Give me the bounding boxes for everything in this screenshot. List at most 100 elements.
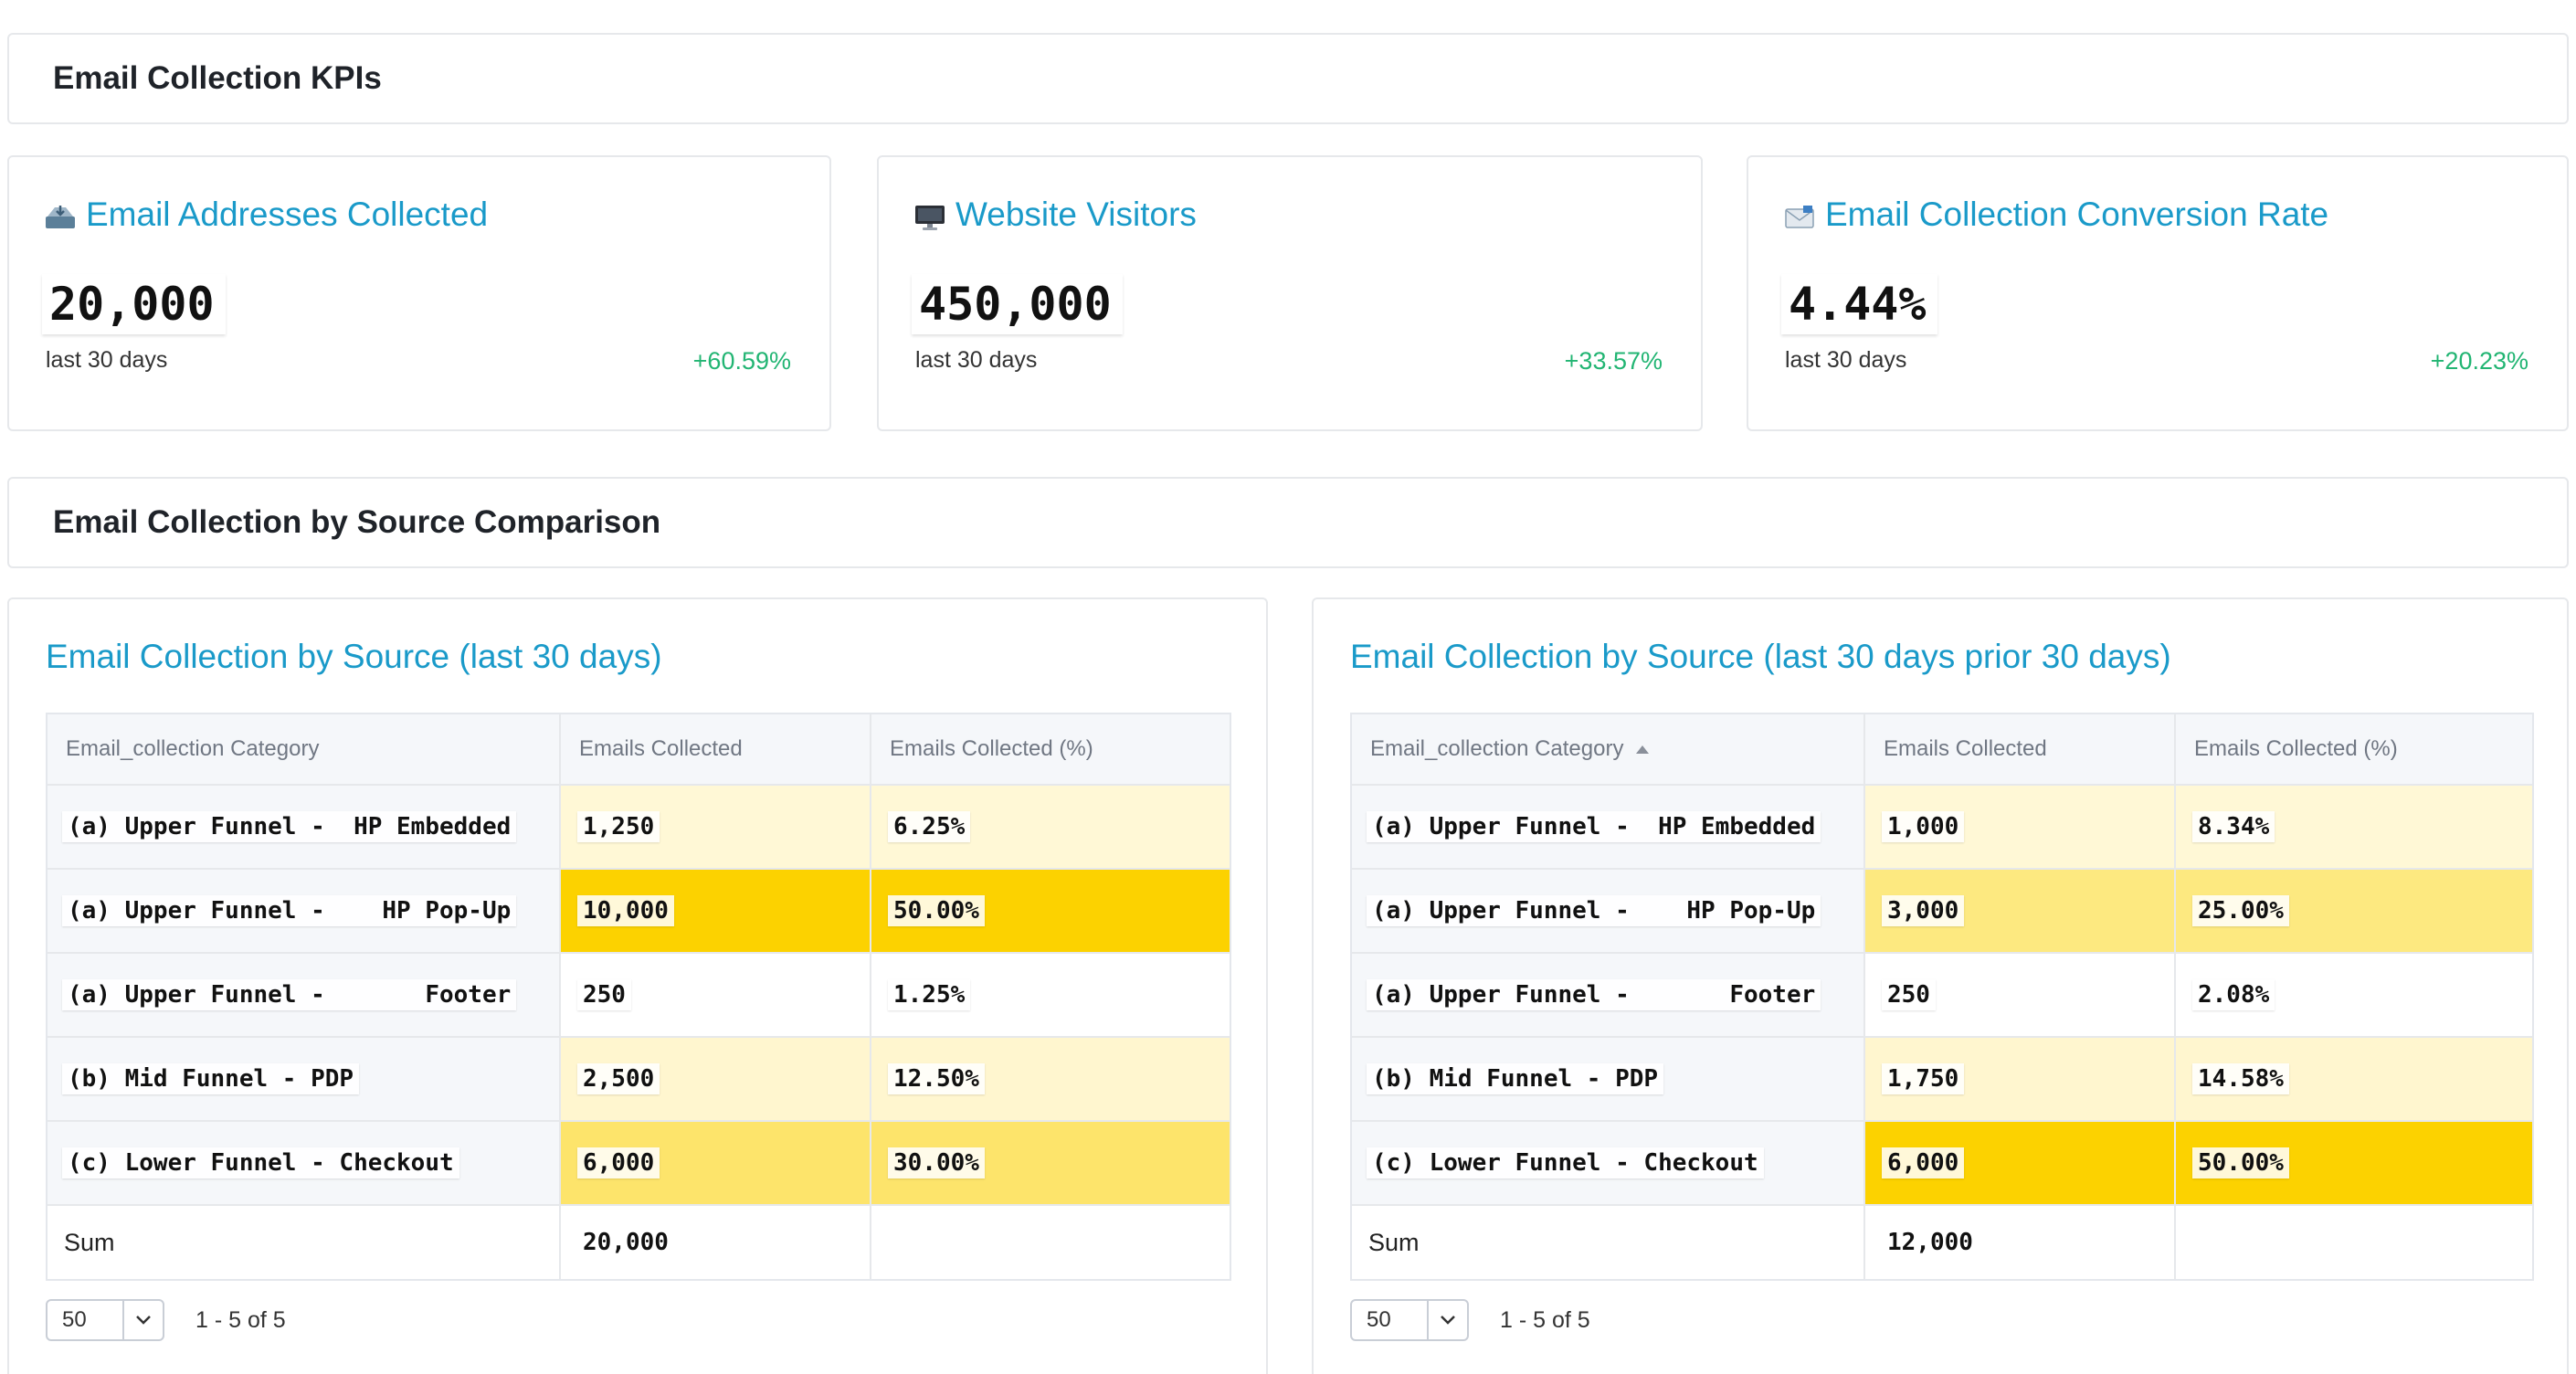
kpi-card-conversion-rate: Email Collection Conversion Rate 4.44% l… xyxy=(1747,155,2569,431)
kpi-section-header: Email Collection KPIs xyxy=(7,33,2569,124)
column-header-category[interactable]: Email_collection Category xyxy=(1352,714,1865,784)
percent-cell: 14.58% xyxy=(2176,1038,2532,1120)
column-header-percent[interactable]: Emails Collected (%) xyxy=(2176,714,2532,784)
percent-value: 1.25% xyxy=(888,979,971,1010)
sort-ascending-icon[interactable] xyxy=(1636,745,1650,754)
page-size-select[interactable]: 50 xyxy=(1350,1299,1469,1341)
count-value: 1,000 xyxy=(1882,811,1965,842)
table-row: (c) Lower Funnel - Checkout 6,000 50.00% xyxy=(1352,1122,2532,1206)
kpi-card-website-visitors: Website Visitors 450,000 last 30 days +3… xyxy=(877,155,1703,431)
column-header-percent[interactable]: Emails Collected (%) xyxy=(871,714,1230,784)
source-table: Email_collection Category Emails Collect… xyxy=(46,713,1231,1281)
envelope-icon xyxy=(1783,201,1816,228)
pagination: 50 1 - 5 of 5 xyxy=(1350,1299,1590,1341)
percent-cell: 6.25% xyxy=(871,786,1230,868)
category-cell: (b) Mid Funnel - PDP xyxy=(48,1038,561,1120)
kpi-period: last 30 days xyxy=(915,347,1038,373)
count-cell: 6,000 xyxy=(561,1122,871,1204)
percent-value: 12.50% xyxy=(888,1063,985,1094)
category-cell: (a) Upper Funnel - HP Pop-Up xyxy=(1352,870,1865,952)
table-title[interactable]: Email Collection by Source (last 30 days… xyxy=(1350,638,2171,675)
table-row: (a) Upper Funnel - HP Embedded 1,000 8.34% xyxy=(1352,786,2532,870)
sum-label: Sum xyxy=(1368,1228,1420,1256)
percent-value: 8.34% xyxy=(2192,811,2275,842)
count-value: 250 xyxy=(577,979,631,1010)
count-value: 250 xyxy=(1882,979,1936,1010)
count-value: 10,000 xyxy=(577,895,674,926)
count-cell: 2,500 xyxy=(561,1038,871,1120)
category-value: (c) Lower Funnel - Checkout xyxy=(62,1147,459,1178)
sum-label: Sum xyxy=(64,1228,115,1256)
kpi-value: 450,000 xyxy=(912,274,1123,334)
table-sum-row: Sum 20,000 xyxy=(48,1206,1230,1279)
category-value: (a) Upper Funnel - HP Pop-Up xyxy=(62,895,517,926)
category-value: (c) Lower Funnel - Checkout xyxy=(1367,1147,1764,1178)
source-table-panel-prior: Email Collection by Source (last 30 days… xyxy=(1312,597,2569,1374)
table-row: (a) Upper Funnel - HP Embedded 1,250 6.25% xyxy=(48,786,1230,870)
column-header-category[interactable]: Email_collection Category xyxy=(48,714,561,784)
chevron-down-icon[interactable] xyxy=(122,1301,163,1339)
percent-value: 2.08% xyxy=(2192,979,2275,1010)
percent-value: 30.00% xyxy=(888,1147,985,1178)
category-cell: (a) Upper Funnel - Footer xyxy=(48,954,561,1036)
page-size-value: 50 xyxy=(62,1307,87,1332)
kpi-period: last 30 days xyxy=(1785,347,1907,373)
count-value: 6,000 xyxy=(577,1147,660,1178)
category-cell: (c) Lower Funnel - Checkout xyxy=(1352,1122,1865,1204)
sum-percent-cell xyxy=(2176,1206,2532,1279)
column-header-count[interactable]: Emails Collected xyxy=(561,714,871,784)
column-header-count[interactable]: Emails Collected xyxy=(1865,714,2176,784)
category-value: (a) Upper Funnel - HP Pop-Up xyxy=(1367,895,1821,926)
page-size-value: 50 xyxy=(1367,1307,1391,1332)
category-value: (a) Upper Funnel - Footer xyxy=(1367,979,1821,1010)
kpi-title[interactable]: Email Addresses Collected xyxy=(44,196,488,234)
table-header-row: Email_collection Category Emails Collect… xyxy=(48,714,1230,786)
count-cell: 10,000 xyxy=(561,870,871,952)
table-title[interactable]: Email Collection by Source (last 30 days… xyxy=(46,638,662,675)
count-value: 2,500 xyxy=(577,1063,660,1094)
comparison-section-header: Email Collection by Source Comparison xyxy=(7,477,2569,568)
pagination-range: 1 - 5 of 5 xyxy=(1500,1306,1590,1333)
sum-value-cell: 20,000 xyxy=(561,1206,871,1279)
table-header-row: Email_collection Category Emails Collect… xyxy=(1352,714,2532,786)
kpi-value: 4.44% xyxy=(1781,274,1937,334)
count-cell: 250 xyxy=(561,954,871,1036)
sum-label-cell: Sum xyxy=(1352,1206,1865,1279)
count-cell: 1,250 xyxy=(561,786,871,868)
kpi-period: last 30 days xyxy=(46,347,168,373)
kpi-delta: +20.23% xyxy=(2430,347,2528,375)
source-table-panel-current: Email Collection by Source (last 30 days… xyxy=(7,597,1268,1374)
kpi-title[interactable]: Email Collection Conversion Rate xyxy=(1783,196,2328,234)
kpi-value: 20,000 xyxy=(42,274,226,334)
category-cell: (a) Upper Funnel - HP Pop-Up xyxy=(48,870,561,952)
sum-value: 20,000 xyxy=(577,1227,674,1258)
comparison-section-title: Email Collection by Source Comparison xyxy=(53,504,661,540)
count-value: 1,250 xyxy=(577,811,660,842)
page-size-select[interactable]: 50 xyxy=(46,1299,164,1341)
percent-value: 6.25% xyxy=(888,811,971,842)
percent-cell: 50.00% xyxy=(2176,1122,2532,1204)
table-row: (c) Lower Funnel - Checkout 6,000 30.00% xyxy=(48,1122,1230,1206)
kpi-title-text: Email Addresses Collected xyxy=(86,196,489,233)
count-cell: 3,000 xyxy=(1865,870,2176,952)
category-value: (a) Upper Funnel - Footer xyxy=(62,979,517,1010)
category-cell: (a) Upper Funnel - Footer xyxy=(1352,954,1865,1036)
chevron-down-icon[interactable] xyxy=(1427,1301,1467,1339)
sum-value: 12,000 xyxy=(1882,1227,1979,1258)
percent-cell: 12.50% xyxy=(871,1038,1230,1120)
kpi-title-text: Email Collection Conversion Rate xyxy=(1825,196,2329,233)
count-value: 6,000 xyxy=(1882,1147,1965,1178)
kpi-card-emails-collected: Email Addresses Collected 20,000 last 30… xyxy=(7,155,831,431)
kpi-title[interactable]: Website Visitors xyxy=(913,196,1197,234)
inbox-tray-icon xyxy=(44,201,77,228)
percent-value: 50.00% xyxy=(888,895,985,926)
table-row: (b) Mid Funnel - PDP 1,750 14.58% xyxy=(1352,1038,2532,1122)
count-value: 1,750 xyxy=(1882,1063,1965,1094)
desktop-computer-icon xyxy=(913,201,946,230)
pagination: 50 1 - 5 of 5 xyxy=(46,1299,286,1341)
kpi-delta: +33.57% xyxy=(1564,347,1663,375)
table-sum-row: Sum 12,000 xyxy=(1352,1206,2532,1279)
table-row: (a) Upper Funnel - Footer 250 2.08% xyxy=(1352,954,2532,1038)
percent-value: 25.00% xyxy=(2192,895,2289,926)
count-cell: 6,000 xyxy=(1865,1122,2176,1204)
